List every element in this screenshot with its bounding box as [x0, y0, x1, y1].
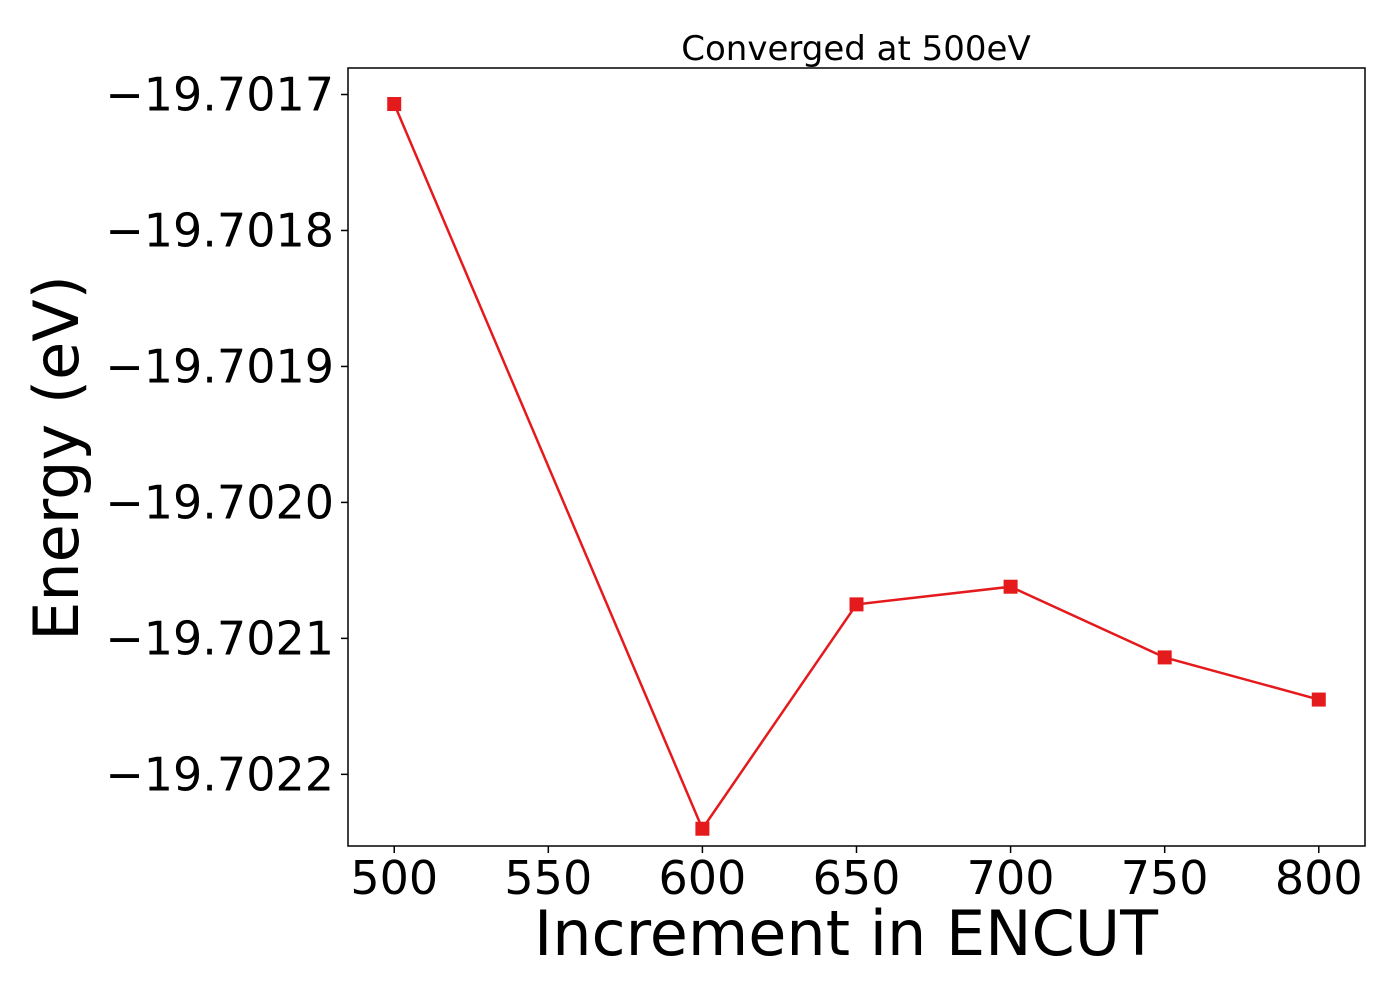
data-point-marker	[849, 597, 864, 612]
x-tick-label: 500	[350, 851, 438, 905]
x-tick-label: 750	[1121, 851, 1209, 905]
x-tick-label: 650	[813, 851, 901, 905]
y-tick-label: −19.7020	[105, 475, 334, 529]
data-point-marker	[1003, 579, 1018, 594]
x-tick-label: 800	[1275, 851, 1363, 905]
x-tick-label: 700	[967, 851, 1055, 905]
y-tick-label: −19.7021	[105, 611, 334, 665]
x-axis-label: Increment in ENCUT	[534, 897, 1159, 970]
data-point-marker	[1157, 650, 1172, 665]
x-tick-label: 600	[659, 851, 747, 905]
data-point-marker	[387, 97, 402, 112]
chart-title: Converged at 500eV	[681, 29, 1030, 69]
y-axis-label: Energy (eV)	[20, 275, 93, 641]
plot-frame	[347, 67, 1366, 847]
series-line	[393, 103, 1320, 832]
data-point-marker	[1311, 692, 1326, 707]
x-tick-label: 550	[504, 851, 592, 905]
y-tick-label: −19.7018	[105, 203, 334, 257]
y-tick-label: −19.7022	[105, 747, 334, 801]
data-point-marker	[695, 821, 710, 836]
y-tick-label: −19.7017	[105, 68, 334, 122]
y-tick-label: −19.7019	[105, 339, 334, 393]
